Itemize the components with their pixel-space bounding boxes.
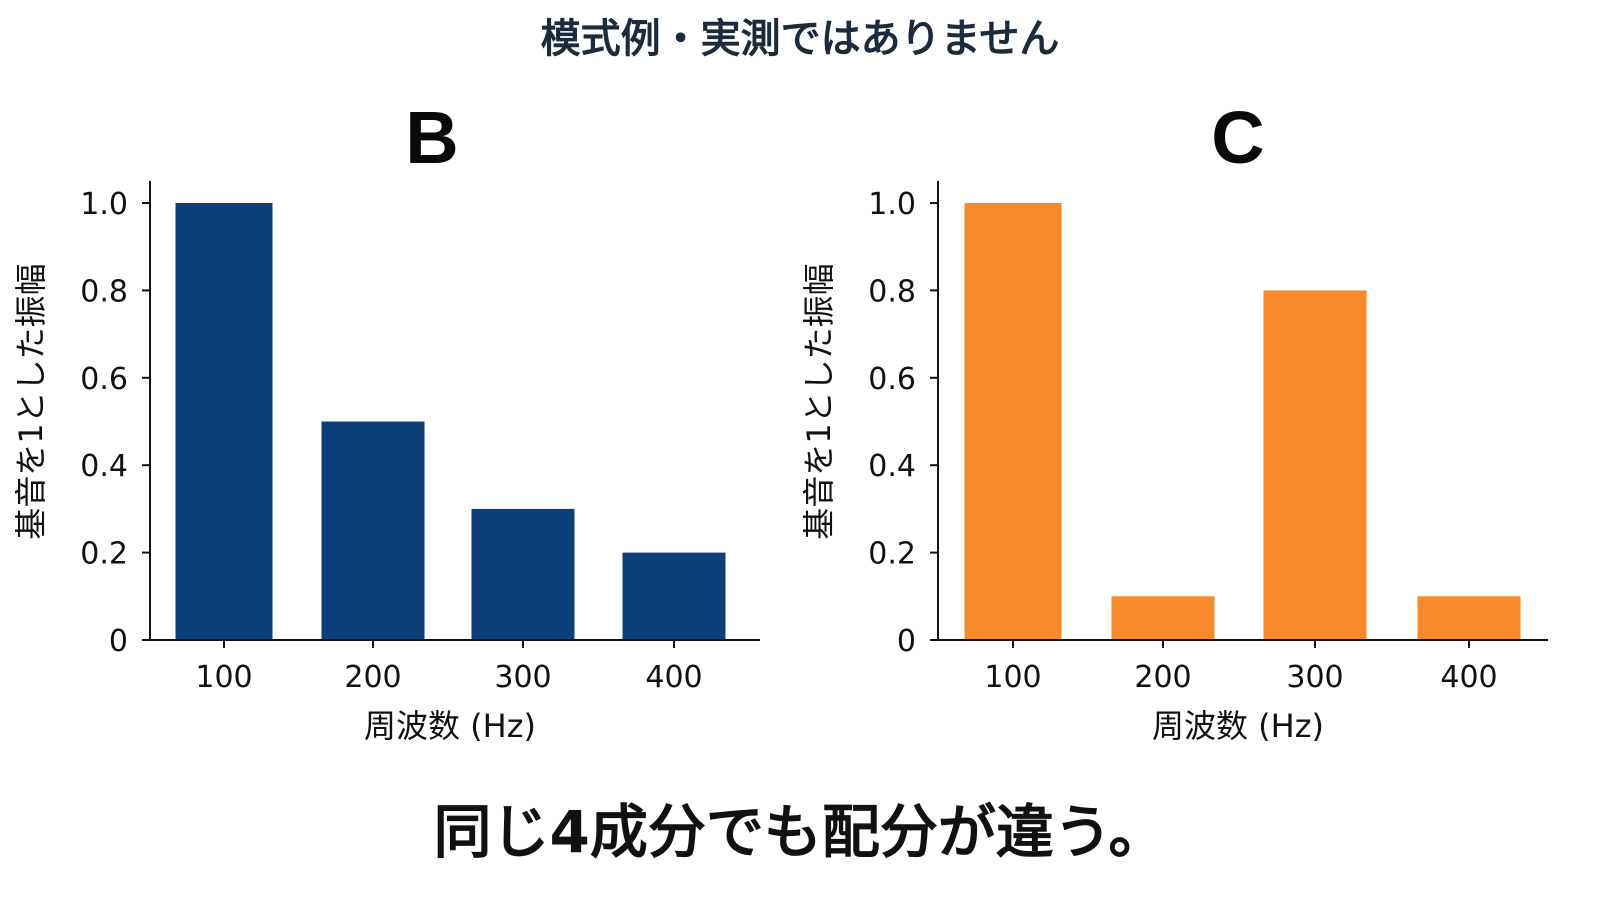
x-axis-label-b: 周波数 (Hz): [364, 707, 536, 745]
y-axis-label-b: 基音を1とした振幅: [12, 263, 50, 539]
x-tick-label: 300: [1286, 660, 1343, 695]
y-tick-label: 0.6: [80, 362, 128, 397]
x-tick-label: 300: [494, 660, 551, 695]
chart-panel-b: B 0 0.2 0.4 0.6 0.8 1.0 100 200 300 400 周波数 (Hz) 基音を…: [12, 96, 760, 745]
bar-c-300: [1263, 290, 1367, 640]
y-tick-label: 0: [109, 624, 128, 659]
x-axis-label-c: 周波数 (Hz): [1152, 707, 1324, 745]
y-axis-label-c: 基音を1とした振幅: [800, 263, 838, 539]
y-tick-label: 1.0: [80, 187, 128, 222]
y-tick-label: 1.0: [868, 187, 916, 222]
x-tick-label: 200: [1134, 660, 1191, 695]
x-tick-label: 400: [645, 660, 702, 695]
y-tick-label: 0.2: [80, 537, 128, 572]
y-tick-label: 0.4: [80, 449, 128, 484]
bar-b-400: [622, 552, 726, 640]
x-tick-label: 100: [984, 660, 1041, 695]
x-tick-label: 100: [195, 660, 252, 695]
page-caption: 同じ4成分でも配分が違う。: [433, 798, 1167, 866]
y-tick-label: 0.8: [868, 274, 916, 309]
page-header-notice: 模式例・実測ではありません: [540, 16, 1060, 62]
bar-c-200: [1111, 596, 1215, 640]
chart-panel-c: C 0 0.2 0.4 0.6 0.8 1.0 100 200 300 400 周波数 (Hz) 基音を…: [800, 96, 1548, 745]
chart-title-c: C: [1211, 96, 1264, 179]
bar-b-100: [175, 203, 273, 640]
y-tick-label: 0.2: [868, 537, 916, 572]
x-tick-label: 400: [1440, 660, 1497, 695]
bar-c-100: [964, 203, 1062, 640]
y-tick-label: 0.4: [868, 449, 916, 484]
bar-b-300: [471, 508, 575, 640]
y-tick-label: 0.8: [80, 274, 128, 309]
bar-c-400: [1417, 596, 1521, 640]
bar-b-200: [321, 421, 425, 640]
x-tick-label: 200: [344, 660, 401, 695]
y-tick-label: 0.6: [868, 362, 916, 397]
charts-canvas: B 0 0.2 0.4 0.6 0.8 1.0 100 200 300 400 周波数 (Hz) 基音を…: [12, 96, 1548, 745]
y-tick-label: 0: [897, 624, 916, 659]
chart-title-b: B: [405, 96, 458, 179]
